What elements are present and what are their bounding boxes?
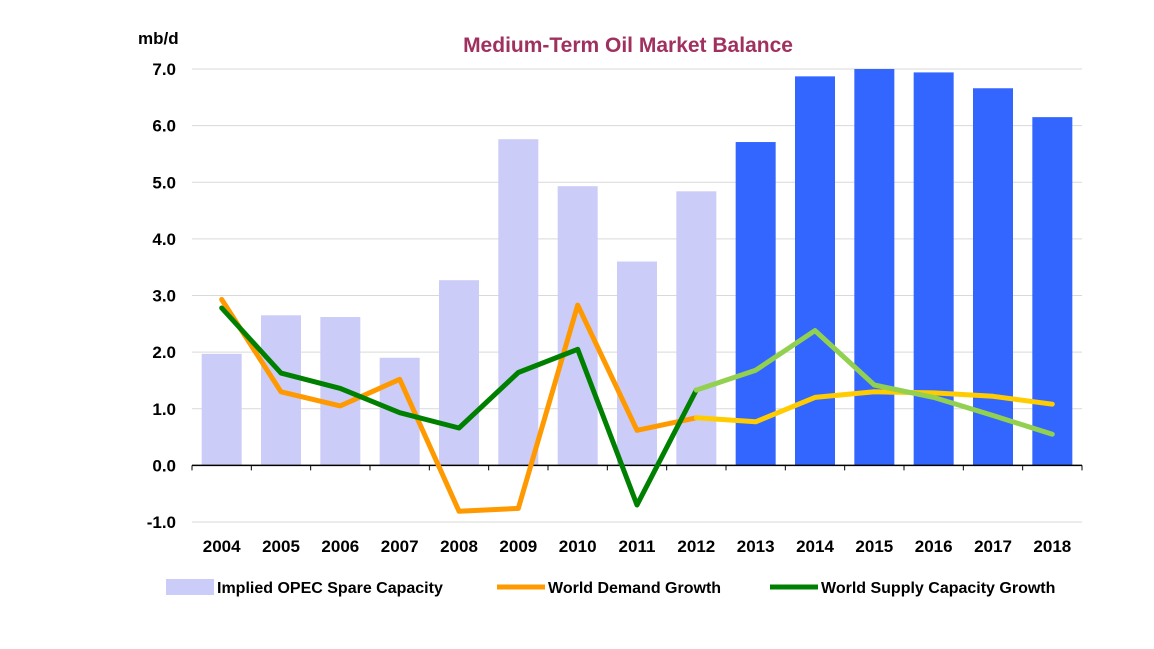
bar-2018 [1032, 117, 1073, 466]
x-tick-label: 2017 [974, 537, 1012, 556]
x-tick-label: 2010 [559, 537, 597, 556]
y-tick-label: 0.0 [152, 456, 176, 475]
y-tick-label: 6.0 [152, 117, 176, 136]
x-tick-label: 2013 [737, 537, 775, 556]
line-demand-historical [219, 297, 699, 514]
bar-2017 [973, 88, 1013, 466]
x-tick-label: 2009 [499, 537, 537, 556]
bar-2013 [735, 142, 776, 466]
bar-2006 [320, 317, 361, 466]
y-axis-ticks: 7.0 6.0 5.0 4.0 3.0 2.0 1.0 0.0 -1.0 [147, 60, 176, 532]
y-tick-label: 2.0 [152, 343, 176, 362]
legend: Implied OPEC Spare Capacity World Demand … [166, 579, 1055, 597]
bar-2008 [439, 280, 479, 466]
bar-2004 [201, 353, 242, 466]
legend-label-demand: World Demand Growth [548, 580, 721, 597]
x-tick-label: 2015 [855, 537, 893, 556]
x-tick-label: 2018 [1033, 537, 1071, 556]
x-tick-label: 2007 [381, 537, 419, 556]
x-tick-label: 2008 [440, 537, 478, 556]
y-tick-label: 5.0 [152, 173, 176, 192]
y-tick-label: 4.0 [152, 230, 176, 249]
line-supply-historical [219, 305, 699, 508]
x-tick-label: 2005 [262, 537, 300, 556]
bar-2010 [557, 186, 598, 466]
y-tick-label: 7.0 [152, 60, 176, 79]
legend-swatch-spare-capacity [166, 579, 214, 595]
y-tick-label: 1.0 [152, 400, 176, 419]
bar-2012 [676, 191, 717, 466]
bar-2009 [498, 139, 539, 466]
bar-2014 [795, 76, 835, 466]
y-tick-label: -1.0 [147, 513, 176, 532]
line-demand-forecast [693, 389, 1055, 425]
x-tick-label: 2014 [796, 537, 834, 556]
line-supply-forecast [693, 328, 1055, 437]
legend-label-spare-capacity: Implied OPEC Spare Capacity [217, 580, 443, 597]
chart-title: Medium-Term Oil Market Balance [463, 34, 793, 57]
x-tick-label: 2006 [321, 537, 359, 556]
legend-label-supply: World Supply Capacity Growth [821, 580, 1055, 597]
x-axis-ticks: 2004 2005 2006 2007 2008 2009 2010 2011 2012 2013… [203, 537, 1071, 556]
bar-2016 [913, 72, 954, 466]
bar-2011 [617, 261, 657, 466]
y-tick-label: 3.0 [152, 287, 176, 306]
x-tick-label: 2016 [915, 537, 953, 556]
y-axis-unit-label: mb/d [138, 29, 179, 48]
zero-axis [191, 464, 1083, 471]
bar-2015 [854, 69, 895, 466]
x-tick-label: 2011 [619, 537, 656, 556]
x-tick-label: 2004 [203, 537, 241, 556]
line-series [219, 297, 1055, 514]
x-tick-label: 2012 [677, 537, 715, 556]
